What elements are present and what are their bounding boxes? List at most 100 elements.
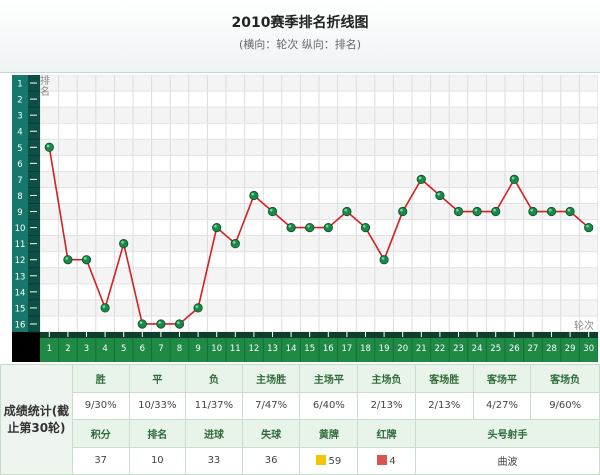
y-tick-label: 8 [17, 192, 22, 202]
x-tick-label: 30 [583, 344, 594, 354]
data-point-highlight [251, 192, 254, 196]
x-tick-label: 26 [509, 344, 520, 354]
stat-value-home-losses: 2/13% [357, 391, 416, 420]
y-tick-label: 3 [17, 112, 22, 122]
stat-header-home-wins: 主场胜 [241, 364, 301, 393]
data-point-highlight [493, 208, 496, 212]
data-point [472, 206, 482, 217]
data-point-highlight [65, 257, 68, 260]
x-tick-label: 19 [379, 344, 390, 354]
x-tick-label: 28 [546, 344, 557, 354]
x-tick-label: 24 [472, 344, 483, 354]
y-tick-label: 11 [15, 240, 26, 250]
data-point-highlight [232, 241, 236, 244]
stat-value-rank: 10 [128, 446, 187, 475]
yellow-card-count: 59 [328, 455, 342, 467]
data-point [249, 190, 259, 201]
data-point-highlight [344, 208, 348, 212]
stat-header-red-cards: 红牌 [357, 419, 416, 448]
x-tick-label: 12 [248, 344, 259, 354]
x-tick-label: 29 [565, 344, 576, 354]
data-point-highlight [121, 241, 124, 244]
data-point-highlight [270, 208, 273, 212]
chart-header: 2010赛季排名折线图 (横向：轮次 纵向：排名) [0, 0, 600, 73]
stat-value-draws: 10/33% [128, 391, 187, 420]
data-point-highlight [567, 208, 571, 212]
stat-header-away-draws: 客场平 [472, 364, 532, 393]
data-point-highlight [325, 224, 329, 228]
stat-header-draws: 平 [128, 364, 187, 393]
x-tick-label: 22 [434, 344, 445, 354]
x-tick-label: 18 [360, 344, 371, 354]
data-point [435, 190, 445, 201]
data-point-highlight [474, 208, 478, 212]
yellow-card-icon [316, 454, 327, 465]
stat-header-wins: 胜 [71, 364, 130, 393]
stat-header-away-wins: 客场胜 [414, 364, 474, 393]
stat-value-wins: 9/30% [71, 391, 130, 420]
y-tick-label: 6 [17, 160, 22, 170]
x-tick-label: 6 [140, 344, 145, 354]
axis-corner [12, 332, 40, 362]
stat-header-losses: 负 [185, 364, 243, 393]
x-tick-label: 23 [453, 344, 464, 354]
stat-value-home-wins: 7/47% [241, 391, 301, 420]
y-tick-label: 16 [15, 320, 26, 330]
stat-value-yellow-cards: 59 [299, 446, 359, 475]
red-card-count: 4 [389, 455, 396, 467]
y-tick-label: 12 [15, 256, 26, 266]
data-point-highlight [549, 208, 552, 212]
data-point-highlight [195, 305, 199, 308]
stat-value-goals-against: 36 [241, 446, 301, 475]
data-point-highlight [307, 224, 310, 228]
data-point [174, 319, 185, 329]
data-point-highlight [511, 176, 515, 180]
y-tick-label: 4 [17, 128, 22, 138]
red-card-icon [377, 454, 388, 465]
stat-value-points: 37 [71, 446, 130, 475]
data-point-highlight [177, 321, 180, 324]
x-tick-label: 4 [102, 344, 107, 354]
data-point [119, 239, 129, 249]
data-point [398, 206, 408, 217]
stat-header-goals-for: 进球 [185, 419, 243, 448]
x-tick-label: 20 [397, 344, 408, 354]
chart-title: 2010赛季排名折线图 [231, 15, 369, 31]
data-point [44, 142, 54, 152]
data-point-highlight [288, 224, 292, 228]
data-point [212, 222, 222, 233]
data-point [230, 239, 240, 249]
stat-header-away-losses: 客场负 [530, 364, 600, 393]
data-point-highlight [381, 257, 385, 260]
stat-value-home-draws: 6/40% [299, 391, 359, 420]
y-tick-label: 7 [17, 176, 22, 186]
y-axis-label: 排 [40, 75, 50, 87]
data-point-highlight [102, 305, 106, 308]
series-line [48, 147, 590, 325]
data-point [379, 255, 389, 265]
stats-table: 成绩统计(截止第30轮) 胜 平 负 主场胜 主场平 主场负 客场胜 客场平 客… [0, 364, 600, 475]
x-tick-label: 13 [267, 344, 278, 354]
data-point [305, 222, 315, 233]
stat-value-losses: 11/37% [185, 391, 243, 420]
data-point [528, 206, 538, 217]
x-tick-label: 14 [286, 344, 297, 354]
data-point [63, 255, 73, 265]
data-point-highlight [158, 321, 161, 324]
stat-header-home-losses: 主场负 [357, 364, 416, 393]
data-point [360, 222, 371, 233]
x-tick-label: 10 [211, 344, 222, 354]
x-axis-label: 轮次 [574, 319, 594, 332]
stat-value-goals-for: 33 [185, 446, 243, 475]
data-point [491, 206, 501, 217]
data-point-highlight [586, 224, 589, 228]
y-axis-bar [12, 75, 28, 332]
data-point-highlight [139, 321, 143, 324]
data-point [100, 303, 110, 313]
data-point [416, 174, 426, 185]
y-tick-label: 5 [17, 144, 22, 154]
data-point-highlight [456, 208, 459, 212]
stat-value-away-losses: 9/60% [530, 391, 600, 420]
stat-header-goals-against: 失球 [241, 419, 301, 448]
